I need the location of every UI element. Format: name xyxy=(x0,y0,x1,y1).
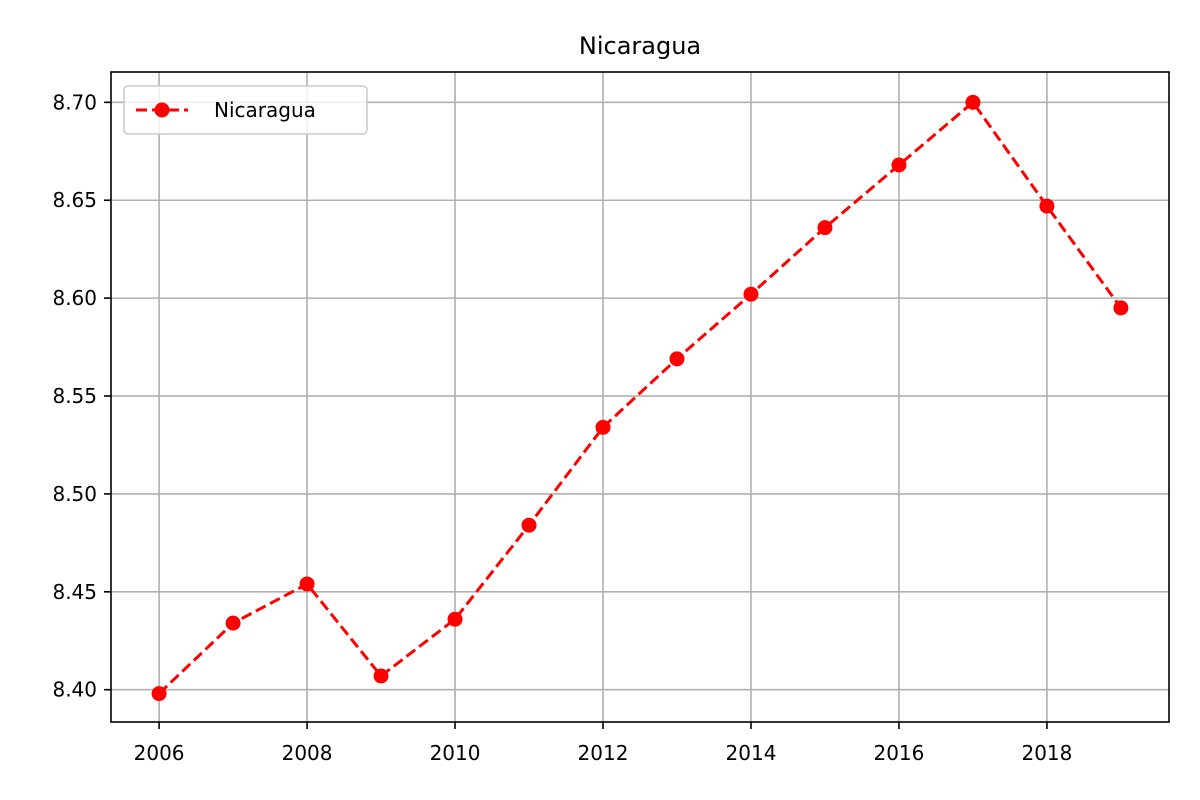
x-tick-label: 2018 xyxy=(1021,741,1072,765)
y-tick-label: 8.50 xyxy=(52,482,97,506)
x-tick-label: 2010 xyxy=(430,741,481,765)
data-point-2008 xyxy=(299,576,315,592)
legend-box xyxy=(123,85,368,135)
data-point-2018 xyxy=(1039,198,1055,214)
data-point-2007 xyxy=(225,615,241,631)
y-tick-label: 8.55 xyxy=(52,384,97,408)
series-nicaragua xyxy=(151,94,1129,702)
series-line xyxy=(158,100,1123,695)
y-tick-label: 8.70 xyxy=(52,90,97,114)
data-point-2014 xyxy=(743,286,759,302)
data-point-2006 xyxy=(151,686,167,702)
x-tick-label: 2014 xyxy=(726,741,777,765)
x-tick-label: 2006 xyxy=(134,741,185,765)
y-tick-label: 8.45 xyxy=(52,580,97,604)
axes-frame xyxy=(110,71,1170,723)
data-point-2015 xyxy=(817,220,833,236)
x-tick-label: 2008 xyxy=(282,741,333,765)
legend: Nicaragua xyxy=(123,85,368,135)
data-point-2013 xyxy=(669,351,685,367)
y-tick-label: 8.65 xyxy=(52,188,97,212)
data-point-2017 xyxy=(965,94,981,110)
data-point-2016 xyxy=(891,157,907,173)
y-tick-label: 8.60 xyxy=(52,286,97,310)
legend-label: Nicaragua xyxy=(214,98,316,122)
legend-marker xyxy=(154,102,170,118)
chart-title: Nicaragua xyxy=(579,32,701,60)
data-point-2009 xyxy=(373,668,389,684)
data-point-2012 xyxy=(595,419,611,435)
data-point-2011 xyxy=(521,517,537,533)
x-tick-label: 2016 xyxy=(873,741,924,765)
data-point-2010 xyxy=(447,611,463,627)
x-tick-label: 2012 xyxy=(578,741,629,765)
grid xyxy=(111,72,1169,722)
axes: 2006 2008 2010 2012 2014 2016 2018 8.40 8.45 8.50… xyxy=(52,71,1170,765)
data-point-2019 xyxy=(1113,300,1129,316)
y-tick-label: 8.40 xyxy=(52,678,97,702)
